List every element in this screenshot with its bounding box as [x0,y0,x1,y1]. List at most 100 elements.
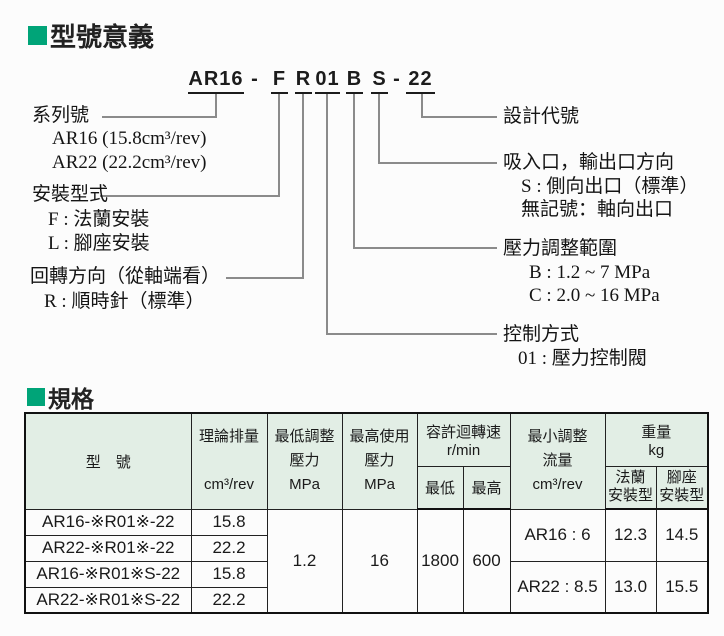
header-line: 重量 [641,423,672,441]
connector-line [226,277,304,279]
header-line: kg [648,441,665,459]
col-header-speed: 容許迴轉速 r/min [416,412,511,467]
table-row: AR22-※R01※-22 22.2 [24,534,708,562]
header-line: cm³/rev [532,476,583,494]
col-header-model: 型 號 [24,412,192,510]
label-ports-title: 吸入口，輸出口方向 [503,152,675,173]
connector-line [378,94,380,164]
code-segment-control: 01 [315,68,340,94]
col-header-max-pressure: 最高使用 壓力 MPa [341,412,418,510]
label-series-item: AR16 (15.8cm³/rev) [52,128,207,149]
section-title-text: 規格 [48,386,94,412]
cell-model: AR22-※R01※-22 [24,534,192,562]
green-square-icon [27,388,45,406]
label-pressure-range-item: C : 2.0 ~ 16 MPa [529,285,660,306]
table-row: AR16-※R01※-22 15.8 1.2 16 1800 600 AR16 … [24,508,709,614]
header-line: 流量 [542,452,573,470]
label-series-title: 系列號 [32,105,90,126]
header-line: 壓力 [289,452,320,470]
cell-speed-min: 1800 [416,508,464,614]
cell-weight-foot: 15.5 [655,560,709,614]
table-row: AR22-※R01※S-22 22.2 [24,586,708,614]
header-line: MPa [289,476,320,494]
label-series-item: AR22 (22.2cm³/rev) [52,152,207,173]
cell-min-pressure: 1.2 [266,508,343,614]
cell-displacement: 15.8 [190,508,268,536]
label-pressure-range-title: 壓力調整範圍 [503,238,618,259]
cell-weight-foot: 14.5 [655,508,709,562]
section-title-text: 型號意義 [50,22,155,52]
label-rotation-item: R : 順時針（標準） [44,291,205,312]
cell-flow: AR16 : 6 [509,508,606,562]
cell-weight-flange: 12.3 [604,508,657,562]
cell-flow: AR22 : 8.5 [509,560,606,614]
connector-line [215,94,217,118]
section-title-specs: 規格 [27,380,94,414]
header-line: 法蘭 [615,469,646,487]
col-header-min-pressure: 最低調整 壓力 MPa [266,412,343,510]
code-segment-ports: S [371,68,388,94]
connector-line [378,162,497,164]
header-line: 腳座 [666,469,697,487]
connector-line [326,94,328,335]
label-control-title: 控制方式 [503,324,580,345]
header-line: 安裝型 [659,487,705,505]
cell-model: AR16-※R01※-22 [24,508,192,536]
col-header-displacement: 理論排量 cm³/rev [190,412,268,510]
label-rotation-title: 回轉方向（從軸端看） [30,266,221,287]
header-line: 最低調整 [274,428,335,446]
col-header-weight: 重量 kg [604,412,709,467]
header-line [192,449,266,473]
col-header-speed-max: 最高 [462,465,511,510]
cell-displacement: 15.8 [190,560,268,588]
col-header-flow: 最小調整 流量 cm³/rev [509,412,606,510]
connector-line [102,116,216,118]
connector-line [421,94,423,118]
header-line: 理論排量 [198,428,259,446]
code-segment-design: 22 [406,68,435,94]
code-hyphen: - [251,68,259,90]
header-line: cm³/rev [204,476,254,494]
code-segment-mounting: F [271,68,288,94]
label-pressure-range-item: B : 1.2 ~ 7 MPa [529,262,651,283]
col-header-weight-foot: 腳座 安裝型 [655,465,709,510]
label-mounting-item: F : 法蘭安裝 [48,209,150,230]
cell-model: AR16-※R01※S-22 [24,560,192,588]
cell-displacement: 22.2 [190,534,268,562]
header-line: 容許迴轉速 [426,423,502,441]
code-segment-series: AR16 [188,68,244,94]
header-line: MPa [364,476,395,494]
code-segment-rotation: R [295,68,312,94]
connector-line [302,94,304,279]
label-control-item: 01 : 壓力控制閥 [518,348,647,369]
label-mounting-item: L : 腳座安裝 [48,233,150,254]
connector-line [353,247,497,249]
table-row: AR16-※R01※S-22 15.8 AR22 : 8.5 13.0 15.5 [24,560,709,614]
connector-line [100,195,280,197]
label-ports-item: 無記號：軸向出口 [521,199,674,220]
header-line: 壓力 [364,452,395,470]
header-line: 安裝型 [608,487,654,505]
spec-table: 型 號 理論排量 cm³/rev 最低調整 壓力 MPa 最高使用 壓力 MPa [24,412,710,614]
cell-displacement: 22.2 [190,586,268,614]
section-title-model-meaning: 型號意義 [28,17,154,54]
cell-max-pressure: 16 [341,508,418,614]
col-header-weight-flange: 法蘭 安裝型 [604,465,657,510]
code-hyphen: - [393,68,401,90]
code-segment-pressure: B [346,68,363,94]
cell-speed-max: 600 [462,508,511,614]
spec-table-header: 型 號 理論排量 cm³/rev 最低調整 壓力 MPa 最高使用 壓力 MPa [24,412,709,510]
label-design-code-title: 設計代號 [503,106,580,127]
connector-line [353,94,355,249]
label-mounting-title: 安裝型式 [32,184,109,205]
header-line: r/min [446,441,481,459]
cell-weight-flange: 13.0 [604,560,657,614]
label-ports-item: S : 側向出口（標準） [521,176,699,197]
connector-line [278,94,280,197]
header-line: 最高使用 [349,428,410,446]
header-line: 最小調整 [527,428,588,446]
connector-line [326,333,497,335]
green-square-icon [28,26,47,45]
cell-model: AR22-※R01※S-22 [24,586,192,614]
